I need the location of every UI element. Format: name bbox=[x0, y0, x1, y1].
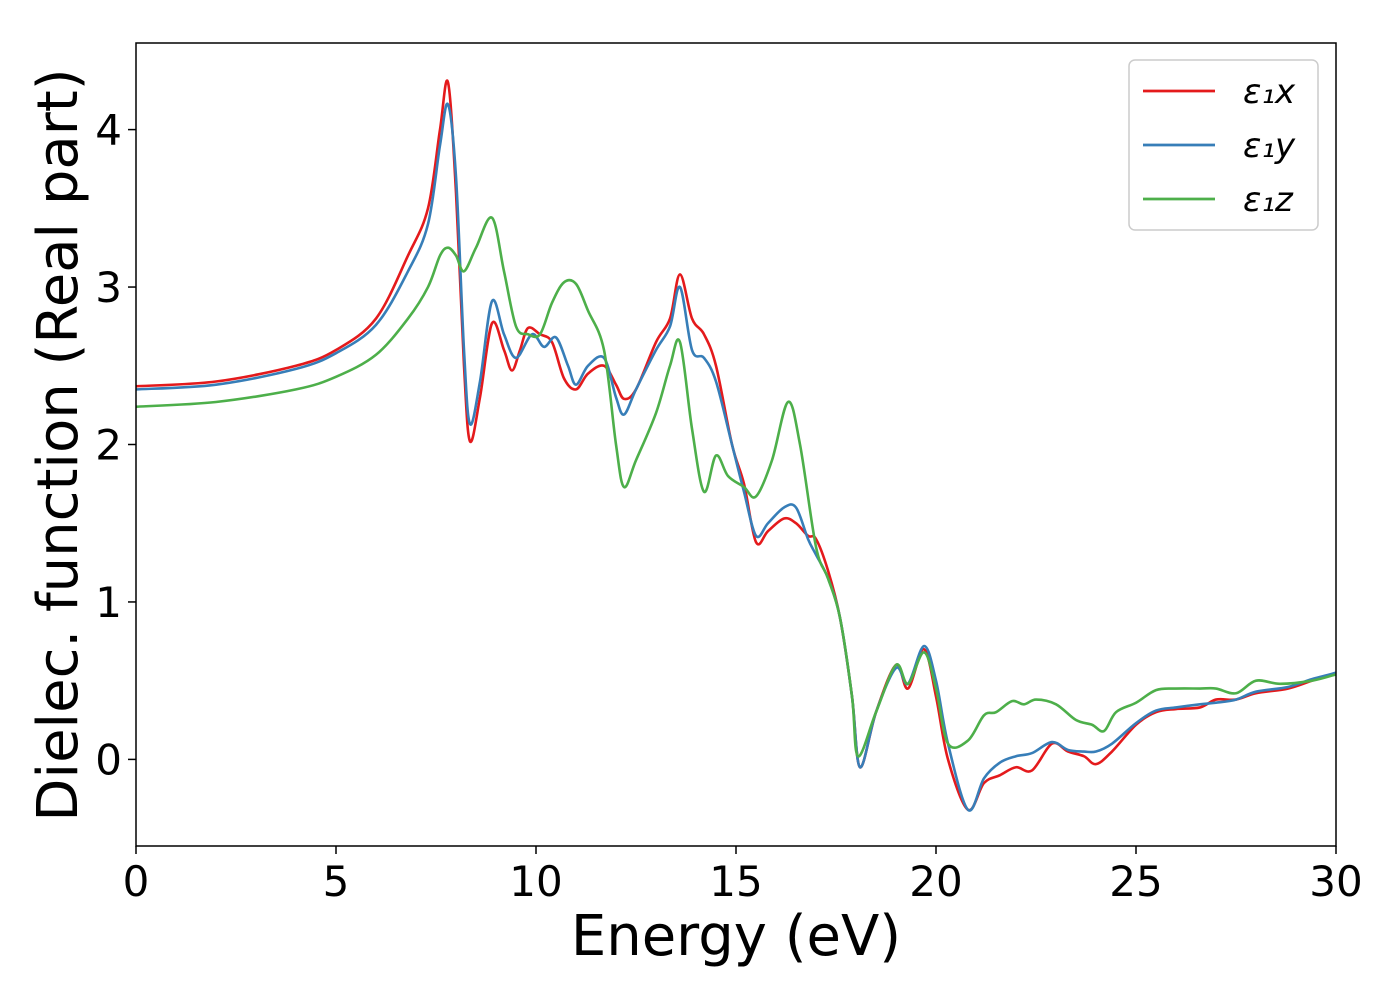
y-tick-label: 2 bbox=[95, 421, 122, 470]
legend-label-2: ε₁y bbox=[1243, 126, 1296, 166]
y-tick-label: 4 bbox=[95, 106, 122, 155]
x-tick-label: 5 bbox=[323, 857, 350, 906]
y-tick-label: 1 bbox=[95, 578, 122, 627]
y-axis-label: Dielec. function (Real part) bbox=[26, 68, 91, 821]
series-line-3 bbox=[136, 216, 1336, 758]
y-tick-label: 3 bbox=[95, 263, 122, 312]
plot-area bbox=[136, 79, 1336, 812]
legend-label-1: ε₁x bbox=[1243, 72, 1296, 112]
legend-box bbox=[1128, 59, 1319, 231]
legend: ε₁x ε₁y ε₁z bbox=[1128, 59, 1319, 231]
x-tick-label: 15 bbox=[709, 857, 762, 906]
legend-label-3: ε₁z bbox=[1243, 180, 1294, 220]
x-tick-label: 30 bbox=[1309, 857, 1362, 906]
x-tick-label: 20 bbox=[909, 857, 962, 906]
x-axis-label: Energy (eV) bbox=[571, 904, 901, 969]
x-tick-label: 10 bbox=[509, 857, 562, 906]
y-axis: 0 1 2 3 4 bbox=[95, 106, 136, 784]
x-tick-label: 0 bbox=[123, 857, 150, 906]
x-tick-label: 25 bbox=[1109, 857, 1162, 906]
x-axis: 0 5 10 15 20 25 30 bbox=[123, 846, 1363, 906]
y-tick-label: 0 bbox=[95, 735, 122, 784]
series-line-2 bbox=[136, 102, 1336, 812]
series-line-1 bbox=[136, 79, 1336, 812]
